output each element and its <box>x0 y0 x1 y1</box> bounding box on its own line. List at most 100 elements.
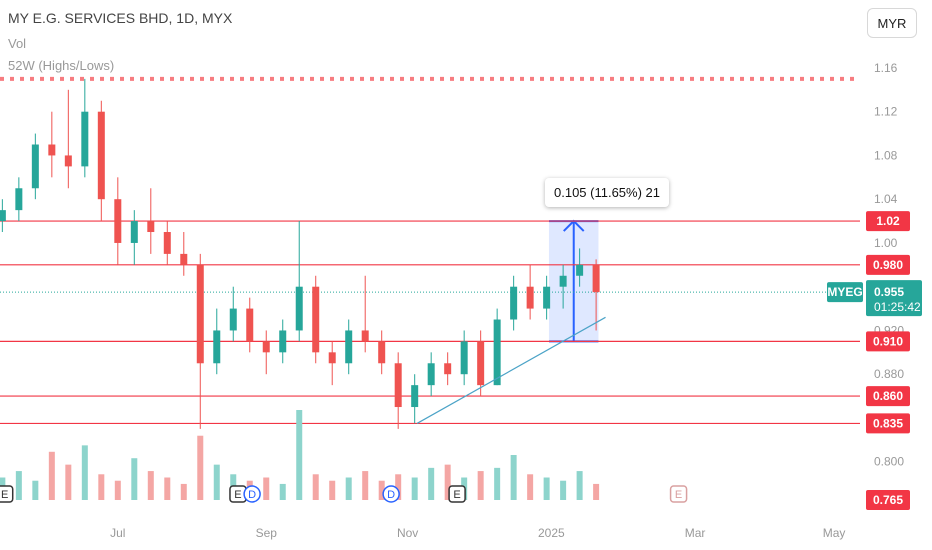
y-tick-label: 1.16 <box>874 61 898 75</box>
candle-body <box>592 264 600 293</box>
candle-body <box>427 363 435 386</box>
volume-bar <box>428 467 435 500</box>
candle-body <box>576 264 584 276</box>
candle-body <box>147 221 155 233</box>
last-price-tag <box>866 280 922 317</box>
dividend-marker <box>243 485 261 503</box>
price-level-tag-label: 0.910 <box>873 334 903 348</box>
volume-bar <box>32 480 39 500</box>
y-tick-label: 1.00 <box>874 236 898 250</box>
x-tick-label: Sep <box>256 526 278 540</box>
event-marker-label: E <box>234 489 241 501</box>
last-price-countdown: 01:25:42 <box>874 300 921 314</box>
y-tick-label: 0.880 <box>874 367 904 381</box>
symbol-title: MY E.G. SERVICES BHD, 1D, MYX <box>8 10 233 26</box>
candle-body <box>97 111 105 200</box>
price-level-tag-label: 1.02 <box>876 214 900 228</box>
volume-bar <box>362 471 369 500</box>
event-marker-label: E <box>675 489 682 501</box>
event-marker-label: D <box>248 489 256 501</box>
volume-bar <box>114 480 121 500</box>
x-tick-label: 2025 <box>538 526 565 540</box>
event-marker-label: E <box>1 489 8 501</box>
volume-bar <box>477 471 484 500</box>
candle-body <box>180 253 188 265</box>
earnings-marker <box>448 485 466 503</box>
candle-body <box>262 341 270 353</box>
candle-body <box>81 111 89 167</box>
earnings-marker <box>0 485 14 503</box>
candle-body <box>279 330 287 353</box>
volume-bar <box>164 477 171 500</box>
volume-bar <box>411 477 418 500</box>
volume-bar <box>213 464 220 500</box>
x-tick-label: Nov <box>397 526 418 540</box>
candle-body <box>526 286 534 309</box>
candle-body <box>477 341 485 386</box>
volume-bar <box>197 435 204 500</box>
volume-bar <box>263 477 270 500</box>
volume-bar <box>395 474 402 500</box>
volume-bar <box>312 474 319 500</box>
candle-body <box>378 341 386 364</box>
volume-bar <box>279 483 286 500</box>
y-tick-label: 1.04 <box>874 192 898 206</box>
candle-body <box>0 210 6 222</box>
volume-bar <box>131 458 138 500</box>
x-tick-label: Mar <box>685 526 706 540</box>
volume-bar <box>378 480 385 500</box>
candle-body <box>295 286 303 331</box>
candle-body <box>31 144 39 189</box>
candle-body <box>543 286 551 309</box>
dividend-marker <box>382 485 400 503</box>
price-level-tag <box>866 331 910 352</box>
price-level-tag <box>866 490 910 510</box>
volume-bar <box>527 474 534 500</box>
price-level-tag-label: 0.860 <box>873 389 903 403</box>
candle-body <box>559 275 567 287</box>
y-tick-label: 0.800 <box>874 455 904 469</box>
candle-body <box>345 330 353 364</box>
price-level-tag-label: 0.765 <box>873 493 903 507</box>
candle-body <box>312 286 320 353</box>
candle-body <box>196 264 204 364</box>
volume-bar <box>510 455 517 500</box>
volume-bar <box>543 477 550 500</box>
candle-body <box>229 308 237 331</box>
price-level-tag <box>866 211 910 232</box>
candle-body <box>411 385 419 408</box>
symbol-tag-label: MYEG <box>827 285 862 299</box>
price-level-tag <box>866 386 910 407</box>
price-level-tag <box>866 254 910 275</box>
x-tick-label: May <box>823 526 846 540</box>
candle-body <box>64 155 72 167</box>
candle-body <box>394 363 402 408</box>
volume-bar <box>180 483 187 500</box>
volume-bar <box>48 451 55 500</box>
candle-body <box>460 341 468 375</box>
candle-body <box>493 319 501 386</box>
volume-bar <box>593 483 600 500</box>
volume-bar <box>494 467 501 500</box>
candle-body <box>163 232 171 254</box>
volume-bar <box>329 480 336 500</box>
earnings-marker <box>669 485 688 503</box>
volume-label: Vol <box>8 36 27 51</box>
volume-bar <box>345 477 352 500</box>
candle-body <box>15 188 23 211</box>
volume-bar <box>576 471 583 500</box>
currency-button[interactable]: MYR <box>867 8 917 38</box>
x-tick-label: Jul <box>110 526 125 540</box>
volume-bar <box>98 474 105 500</box>
price-level-tag-label: 0.980 <box>873 258 903 272</box>
trend-line <box>416 316 606 424</box>
price-level-tag-label: 0.835 <box>873 416 903 430</box>
last-price-value: 0.955 <box>874 285 904 299</box>
y-tick-label: 1.12 <box>874 105 898 119</box>
volume-bar <box>560 480 567 500</box>
volume-bar <box>147 471 154 500</box>
symbol-tag <box>827 282 863 303</box>
candle-body <box>444 363 452 375</box>
volume-bar <box>444 464 451 500</box>
